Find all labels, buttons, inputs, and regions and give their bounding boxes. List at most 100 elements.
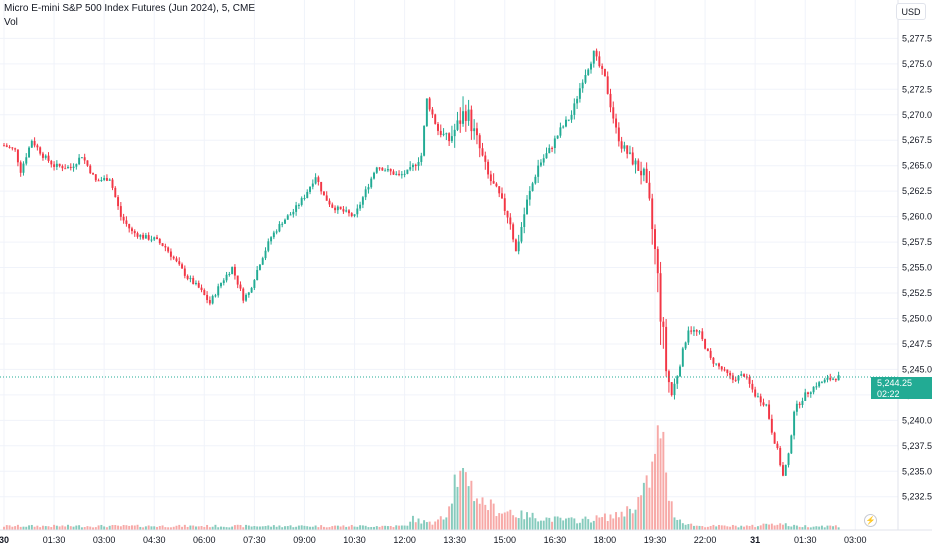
candle-body (69, 166, 72, 168)
volume-bar (222, 526, 225, 530)
volume-bar (601, 517, 604, 530)
candle-body (105, 177, 108, 181)
volume-bar (478, 503, 481, 530)
volume-bar (659, 438, 662, 530)
volume-bar (403, 525, 406, 530)
volume-bar (19, 526, 22, 530)
volume-bar (128, 525, 131, 530)
volume-bar (551, 521, 554, 530)
volume-bar (606, 521, 609, 530)
volume-bar (673, 517, 676, 530)
volume-bar (684, 524, 687, 530)
candle-body (726, 369, 729, 373)
volume-bar (798, 526, 801, 530)
volume-bar (142, 527, 145, 530)
candle-body (581, 82, 584, 89)
candle-body (437, 123, 439, 131)
volume-bar (565, 518, 567, 530)
volume-bar (556, 516, 559, 530)
volume-bar (208, 527, 211, 530)
candle-body (673, 383, 676, 396)
candle-body (651, 198, 654, 230)
candle-body (267, 241, 270, 251)
volume-bar (53, 524, 56, 530)
volume-bar (181, 526, 184, 530)
candle-body (133, 231, 136, 234)
candle-body (8, 146, 11, 148)
volume-bar (50, 527, 53, 530)
volume-bar (348, 526, 350, 530)
volume-bar (92, 527, 94, 530)
candle-body (150, 239, 153, 241)
candle-body (144, 235, 147, 239)
volume-bar (687, 524, 690, 530)
candle-body (350, 213, 353, 216)
currency-button[interactable]: USD (896, 3, 926, 20)
candle-body (626, 145, 629, 154)
candle-body (47, 155, 50, 161)
volume-bar (751, 524, 754, 530)
volume-bar (217, 527, 220, 530)
volume-bar (169, 527, 172, 530)
candle-body (509, 217, 512, 225)
candle-body (425, 98, 428, 126)
candle-body (782, 465, 784, 476)
y-tick-label: 5,235.00 (902, 466, 932, 476)
candle-body (25, 157, 28, 164)
candle-body (623, 145, 626, 149)
volume-bar (809, 527, 812, 530)
volume-bar (768, 524, 771, 530)
candle-body (158, 238, 161, 244)
volume-bar (740, 525, 743, 530)
candle-body (723, 369, 726, 371)
volume-bar (526, 512, 528, 530)
volume-bar (178, 524, 181, 530)
candle-body (392, 171, 395, 175)
candle-body (161, 243, 164, 247)
volume-bar (698, 525, 701, 530)
volume-bar (428, 521, 431, 530)
candle-body (559, 127, 562, 136)
candle-body (53, 164, 56, 167)
candle-body (473, 128, 476, 132)
candle-body (258, 264, 261, 270)
candle-body (270, 237, 273, 242)
candle-body (64, 168, 67, 170)
candle-body (492, 181, 495, 184)
volume-bar (203, 527, 206, 530)
candle-body (317, 177, 320, 182)
candle-body (314, 177, 317, 184)
lightning-icon[interactable]: ⚡ (864, 514, 877, 527)
volume-bar (514, 517, 517, 530)
volume-bars (3, 425, 840, 530)
volume-bar (119, 526, 122, 530)
volume-bar (30, 524, 33, 530)
candle-body (142, 234, 145, 239)
volume-bar (790, 526, 793, 530)
volume-bar (448, 506, 451, 530)
volume-bar (47, 526, 50, 530)
volume-bar (612, 518, 615, 530)
volume-bar (542, 520, 545, 530)
volume-bar (567, 517, 570, 530)
volume-bar (720, 525, 723, 530)
candle-body (539, 162, 542, 166)
candle-body (807, 392, 809, 394)
volume-bar (153, 526, 156, 530)
candle-body (108, 179, 111, 181)
volume-bar (651, 461, 654, 530)
candle-body (528, 190, 531, 200)
volume-bar (520, 510, 523, 530)
candle-body (233, 266, 236, 276)
candle-body (715, 363, 718, 365)
candle-body (595, 50, 598, 57)
candle-body (261, 258, 264, 265)
y-tick-label: 5,247.50 (902, 339, 932, 349)
volume-bar (8, 525, 11, 530)
candle-body (409, 167, 412, 170)
candle-body (537, 165, 540, 177)
candle-body (531, 183, 534, 191)
volume-bar (286, 526, 289, 530)
